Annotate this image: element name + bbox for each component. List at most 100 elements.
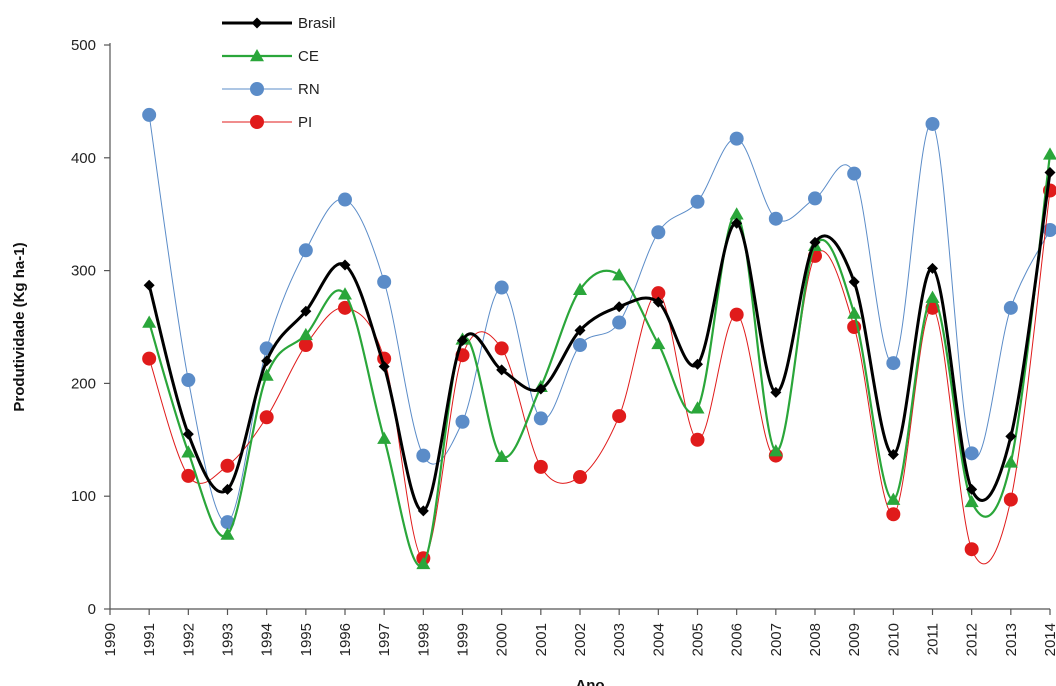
data-point-pi	[651, 286, 666, 301]
data-point-rn	[142, 107, 157, 122]
legend-label: CE	[298, 48, 319, 65]
legend-item-pi: PI	[222, 114, 312, 131]
data-point-pi	[1003, 492, 1018, 507]
data-point-ce	[338, 287, 352, 300]
x-tick-label: 1998	[415, 623, 432, 656]
data-point-rn	[651, 225, 666, 240]
x-tick-label: 1993	[220, 623, 237, 656]
x-tick-label: 2014	[1042, 623, 1056, 656]
data-point-brasil	[731, 217, 743, 229]
data-point-pi	[729, 307, 744, 322]
data-point-rn	[533, 411, 548, 426]
legend-marker	[250, 49, 264, 62]
x-axis-title: Ano	[575, 677, 604, 686]
data-point-brasil	[378, 360, 390, 372]
x-tick-label: 2010	[885, 623, 902, 656]
data-point-brasil	[339, 259, 351, 271]
x-tick-label: 2002	[572, 623, 589, 656]
series-layer	[142, 107, 1056, 570]
data-point-brasil	[300, 305, 312, 317]
x-tick-label: 2005	[690, 623, 707, 656]
legend-label: RN	[298, 81, 320, 98]
legend-marker	[250, 82, 264, 96]
data-point-ce	[377, 431, 392, 444]
data-point-pi	[259, 410, 274, 425]
data-point-pi	[533, 459, 548, 474]
x-tick-label: 1990	[102, 623, 119, 656]
x-tick-label: 2003	[611, 623, 628, 656]
data-point-ce	[259, 368, 274, 381]
x-tick-label: 1997	[376, 623, 393, 656]
data-point-rn	[925, 116, 940, 131]
data-point-rn	[573, 338, 587, 353]
series-pi	[142, 183, 1056, 566]
data-point-rn	[690, 194, 705, 209]
data-point-pi	[964, 542, 979, 557]
data-point-brasil	[692, 358, 703, 370]
data-point-rn	[416, 448, 431, 463]
data-point-pi	[573, 470, 587, 485]
data-point-rn	[298, 243, 313, 258]
data-point-rn	[455, 414, 470, 429]
data-point-rn	[964, 446, 979, 461]
x-tick-label: 2011	[925, 623, 942, 655]
data-point-rn	[768, 211, 783, 226]
data-point-brasil	[1005, 430, 1017, 442]
data-point-ce	[142, 315, 157, 328]
y-tick-label: 500	[71, 37, 96, 54]
x-tick-label: 1999	[455, 623, 472, 656]
data-point-rn	[729, 131, 744, 146]
data-point-pi	[338, 300, 352, 315]
data-point-rn	[808, 191, 822, 206]
data-point-brasil	[613, 301, 625, 313]
legend-item-ce: CE	[222, 48, 319, 65]
data-point-rn	[377, 274, 392, 289]
x-tick-label: 1996	[337, 623, 354, 656]
data-point-brasil	[1044, 166, 1056, 178]
x-tick-label: 2013	[1003, 623, 1020, 656]
data-point-brasil	[143, 279, 155, 291]
data-point-pi	[298, 338, 313, 353]
data-point-rn	[338, 192, 352, 207]
data-point-brasil	[417, 505, 429, 517]
data-point-ce	[494, 449, 509, 462]
y-axis-ticks: 0 100 200 300 400 500	[71, 37, 110, 618]
data-point-ce	[181, 445, 196, 458]
data-point-ce	[1003, 455, 1018, 468]
data-point-ce	[651, 336, 666, 350]
data-point-pi	[494, 341, 509, 356]
data-point-brasil	[535, 383, 547, 395]
data-point-ce	[220, 527, 235, 540]
x-tick-label: 1994	[259, 623, 276, 656]
x-tick-label: 2004	[650, 623, 667, 656]
data-point-pi	[181, 468, 196, 483]
legend-marker	[251, 17, 263, 29]
data-point-pi	[612, 409, 627, 424]
data-point-brasil	[261, 355, 273, 367]
legend: Brasil CE RN PI	[222, 15, 336, 131]
data-point-brasil	[770, 386, 782, 398]
data-point-rn	[847, 166, 862, 181]
data-point-brasil	[966, 483, 978, 495]
data-point-pi	[690, 432, 705, 447]
data-point-ce	[573, 282, 587, 296]
x-tick-label: 2006	[729, 623, 746, 656]
x-axis-ticks: 1990 1991 1992 1993 1994 1995 1996 1997 1998 1999…	[102, 609, 1056, 656]
data-point-brasil	[574, 324, 586, 336]
legend-label: Brasil	[298, 15, 336, 32]
legend-item-rn: RN	[222, 81, 320, 98]
x-tick-label: 2000	[494, 623, 511, 656]
data-point-ce	[925, 290, 940, 303]
x-tick-label: 2008	[807, 623, 824, 656]
data-point-brasil	[652, 296, 664, 308]
series-line-brasil	[147, 172, 1052, 513]
legend-label: PI	[298, 114, 312, 131]
x-tick-label: 1991	[141, 623, 158, 656]
data-point-brasil	[182, 428, 194, 440]
series-brasil	[143, 166, 1056, 517]
series-line-ce	[148, 154, 1052, 567]
data-point-ce	[964, 494, 979, 508]
y-tick-label: 0	[88, 601, 96, 618]
data-point-rn	[181, 373, 196, 388]
